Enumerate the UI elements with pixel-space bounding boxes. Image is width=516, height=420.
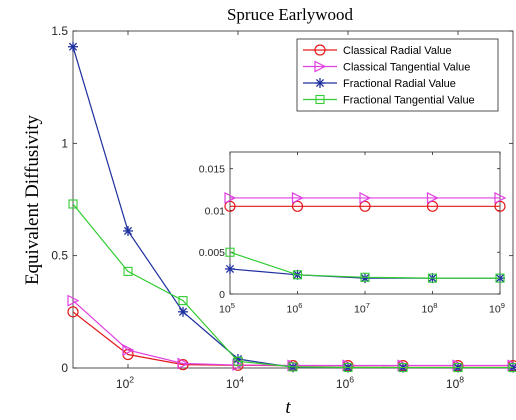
main-x-tick-label: 102 (116, 375, 134, 391)
inset-data-point (224, 200, 236, 212)
main-data-point (398, 363, 408, 373)
marker-stroke (360, 274, 370, 283)
legend: Classical Radial Value Classical Tangenti… (296, 38, 499, 112)
main-data-point (453, 363, 463, 373)
main-y-tick-label: 1 (61, 136, 68, 150)
inset-data-point (225, 263, 235, 274)
inset-series-1 (224, 200, 506, 212)
legend-label: Classical Radial Value (343, 45, 452, 57)
legend-marker (315, 78, 325, 88)
inset-data-point (225, 247, 235, 257)
legend-label: Classical Tangential Value (343, 62, 470, 74)
inset-data-point (292, 270, 303, 280)
legend-label: Fractional Tangential Value (343, 95, 475, 107)
inset-data-point (360, 273, 370, 284)
marker-stroke (68, 42, 78, 51)
inset-y-tick-label: 0.015 (199, 164, 225, 176)
main-data-point (123, 266, 133, 276)
legend-label: Fractional Radial Value (343, 78, 456, 90)
inset-series-4 (225, 247, 505, 283)
inset-y-tick-label: 0.005 (199, 247, 225, 259)
inset-series-line (230, 251, 500, 279)
main-data-point (177, 357, 190, 370)
inset-data-point (426, 200, 439, 212)
main-y-tick-label: 0.5 (51, 249, 68, 263)
legend-marker (315, 94, 325, 105)
main-data-point (178, 306, 188, 317)
inset-data-point (359, 200, 371, 212)
inset-series-2 (224, 191, 507, 204)
legend-marker (314, 44, 326, 56)
inset-data-point (426, 191, 439, 204)
inset-data-point (360, 272, 370, 282)
y-axis-label: Equivalent Diffusivity (22, 114, 43, 285)
main-data-point (178, 296, 188, 306)
main-data-point (67, 294, 80, 307)
main-data-point (508, 363, 516, 373)
legend-marker (314, 60, 327, 73)
main-data-point (233, 356, 243, 366)
main-x-tick-label: 104 (226, 375, 244, 391)
marker-stroke (225, 264, 235, 274)
inset-data-point (291, 191, 304, 204)
main-data-point (68, 199, 78, 209)
main-data-point (68, 41, 78, 52)
inset-y-tick-label: 0.01 (205, 205, 226, 217)
main-data-point (343, 362, 353, 373)
main-x-tick-label: 106 (336, 375, 354, 391)
inset-data-point (224, 191, 237, 204)
main-y-tick-label: 0 (61, 361, 68, 375)
marker-stroke (123, 226, 133, 236)
inset-data-point (359, 191, 372, 204)
main-series-4 (68, 199, 516, 373)
main-series-line (73, 203, 513, 368)
inset-data-point (494, 191, 507, 204)
x-axis-label: t (285, 397, 291, 418)
inset-y-tick-label: 0 (219, 289, 225, 301)
inset-frame (229, 151, 501, 295)
chart-title: Spruce Earlywood (227, 5, 354, 24)
main-data-point (123, 225, 133, 236)
marker-stroke (315, 78, 325, 88)
main-x-tick-label: 108 (446, 375, 464, 391)
main-y-tick-label: 1.5 (51, 24, 68, 38)
main-data-point (67, 306, 79, 318)
main-data-point (288, 362, 298, 372)
main-data-point (122, 344, 135, 356)
inset-data-point (291, 200, 304, 212)
inset-data-point (494, 200, 506, 212)
marker-stroke (233, 354, 243, 364)
inset-data-point (495, 273, 505, 283)
inset-data-point (427, 273, 438, 283)
marker-stroke (178, 307, 188, 316)
